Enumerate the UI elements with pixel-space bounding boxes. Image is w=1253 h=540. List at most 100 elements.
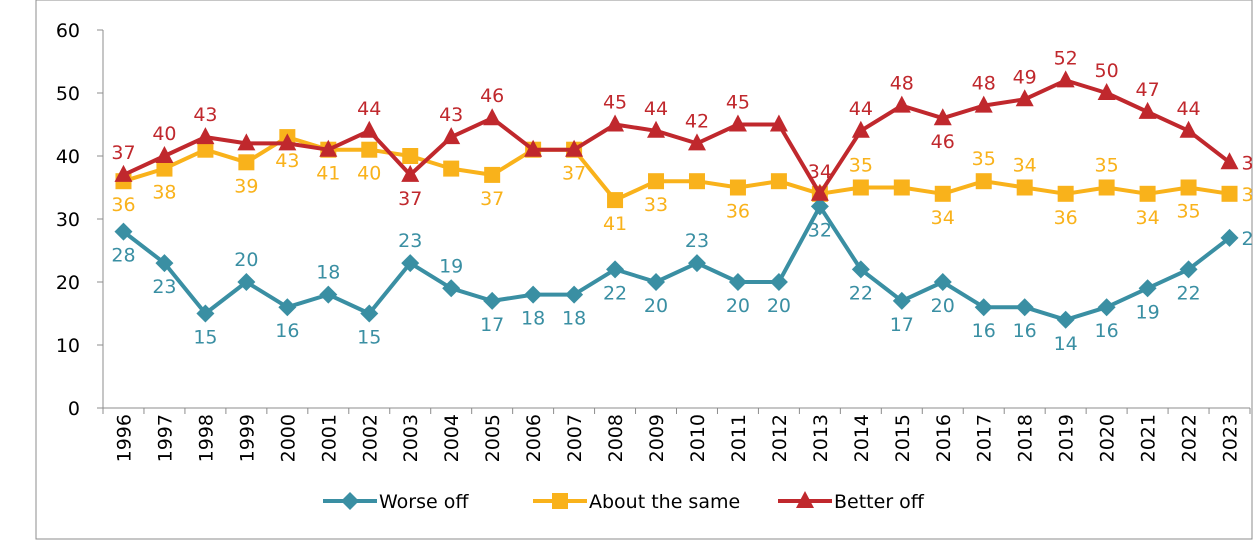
legend-item-about-the-same: About the same (533, 491, 740, 513)
data-point-worse-off (1138, 279, 1157, 298)
data-point-worse-off (1097, 298, 1116, 317)
x-tick-label: 2008 (605, 414, 627, 462)
data-label-worse-off: 20 (931, 295, 955, 317)
data-point-about-the-same (1139, 185, 1156, 202)
data-point-better-off (196, 127, 215, 145)
data-point-about-the-same (688, 173, 705, 190)
data-label-worse-off: 19 (1135, 301, 1159, 323)
data-label-about-the-same: 41 (603, 213, 627, 235)
data-label-worse-off: 17 (480, 314, 504, 336)
x-tick-label: 2018 (1015, 414, 1037, 462)
data-label-worse-off: 20 (767, 295, 791, 317)
data-label-worse-off: 15 (357, 327, 381, 349)
data-point-about-the-same (156, 160, 173, 177)
data-point-about-the-same (729, 179, 746, 196)
data-point-better-off (278, 133, 297, 151)
data-point-better-off (851, 120, 870, 138)
data-point-better-off (647, 120, 666, 138)
data-point-better-off (606, 114, 625, 132)
data-point-worse-off (974, 298, 993, 317)
data-point-better-off (524, 139, 543, 157)
data-point-worse-off (196, 304, 215, 323)
data-point-better-off (237, 133, 256, 151)
data-point-better-off (483, 108, 502, 126)
data-label-better-off: 44 (644, 98, 668, 120)
data-label-about-the-same: 36 (111, 194, 135, 216)
data-label-about-the-same: 35 (849, 155, 873, 177)
data-label-worse-off: 22 (849, 282, 873, 304)
data-point-worse-off (647, 273, 666, 291)
data-point-worse-off (606, 260, 625, 279)
data-point-better-off (974, 95, 993, 113)
data-label-better-off: 52 (1054, 47, 1078, 69)
data-label-better-off: 44 (357, 98, 381, 120)
data-point-worse-off (687, 254, 706, 273)
data-label-better-off: 44 (1176, 98, 1200, 120)
data-label-about-the-same: 43 (275, 150, 299, 172)
data-point-better-off (769, 114, 788, 132)
data-label-worse-off: 16 (972, 320, 996, 342)
data-point-about-the-same (197, 141, 214, 158)
data-point-worse-off (278, 298, 297, 317)
data-point-about-the-same (1016, 179, 1033, 196)
x-tick-label: 2005 (482, 414, 504, 462)
data-point-worse-off (524, 285, 543, 304)
data-label-better-off: 45 (726, 92, 750, 114)
x-tick-label: 1999 (236, 414, 258, 462)
data-point-about-the-same (402, 148, 419, 164)
data-label-worse-off: 32 (808, 219, 832, 241)
data-point-better-off (810, 183, 829, 201)
data-label-worse-off: 16 (1095, 320, 1119, 342)
data-label-worse-off: 16 (1013, 320, 1037, 342)
legend: Worse off About the same Better off (323, 491, 925, 513)
data-label-better-off: 39 (1242, 152, 1253, 174)
x-tick-label: 2000 (277, 414, 299, 462)
data-label-worse-off: 27 (1242, 228, 1253, 250)
legend-label-better-off: Better off (834, 491, 925, 513)
data-label-better-off: 37 (111, 142, 135, 164)
data-label-better-off: 46 (931, 131, 955, 153)
data-point-worse-off (769, 273, 788, 291)
data-point-better-off (1179, 120, 1198, 138)
data-point-better-off (360, 120, 379, 138)
x-tick-label: 2011 (728, 414, 750, 462)
y-tick-label: 60 (56, 20, 80, 42)
data-point-worse-off (892, 291, 911, 310)
data-point-about-the-same (443, 160, 460, 177)
legend-item-worse-off: Worse off (323, 491, 469, 513)
data-label-about-the-same: 35 (1095, 155, 1119, 177)
data-point-worse-off (1015, 298, 1034, 317)
x-tick-label: 2020 (1097, 414, 1119, 462)
data-point-better-off (687, 133, 706, 151)
x-tick-label: 2022 (1179, 414, 1201, 462)
data-point-worse-off (237, 273, 256, 291)
x-tick-label: 2001 (318, 414, 340, 462)
data-label-better-off: 50 (1095, 60, 1119, 82)
x-tick-label: 2012 (769, 414, 791, 462)
data-point-worse-off (155, 254, 174, 273)
data-point-better-off (114, 164, 133, 182)
legend-marker-worse-off (341, 492, 359, 510)
data-label-about-the-same: 34 (1242, 184, 1253, 206)
data-point-worse-off (114, 222, 133, 241)
legend-item-better-off: Better off (778, 491, 925, 513)
legend-marker-about-the-same (552, 493, 568, 509)
data-point-worse-off (483, 291, 502, 310)
data-label-better-off: 45 (603, 92, 627, 114)
data-point-worse-off (319, 285, 338, 304)
data-label-about-the-same: 41 (316, 163, 340, 185)
y-tick-label: 0 (68, 398, 80, 420)
data-label-worse-off: 22 (1176, 282, 1200, 304)
data-label-about-the-same: 36 (1054, 207, 1078, 229)
y-tick-label: 40 (56, 146, 80, 168)
x-axis: 1996 1997 1998 1999 2000 2001 2002 2003 2004 2005… (102, 407, 1251, 462)
x-tick-label: 2014 (851, 414, 873, 462)
data-point-better-off (565, 139, 584, 157)
data-point-worse-off (1056, 310, 1075, 329)
x-tick-label: 2023 (1220, 414, 1242, 462)
data-point-about-the-same (648, 173, 665, 190)
data-label-better-off: 34 (808, 161, 832, 183)
data-label-worse-off: 16 (275, 320, 299, 342)
data-point-worse-off (442, 279, 461, 298)
data-point-worse-off (360, 304, 379, 323)
